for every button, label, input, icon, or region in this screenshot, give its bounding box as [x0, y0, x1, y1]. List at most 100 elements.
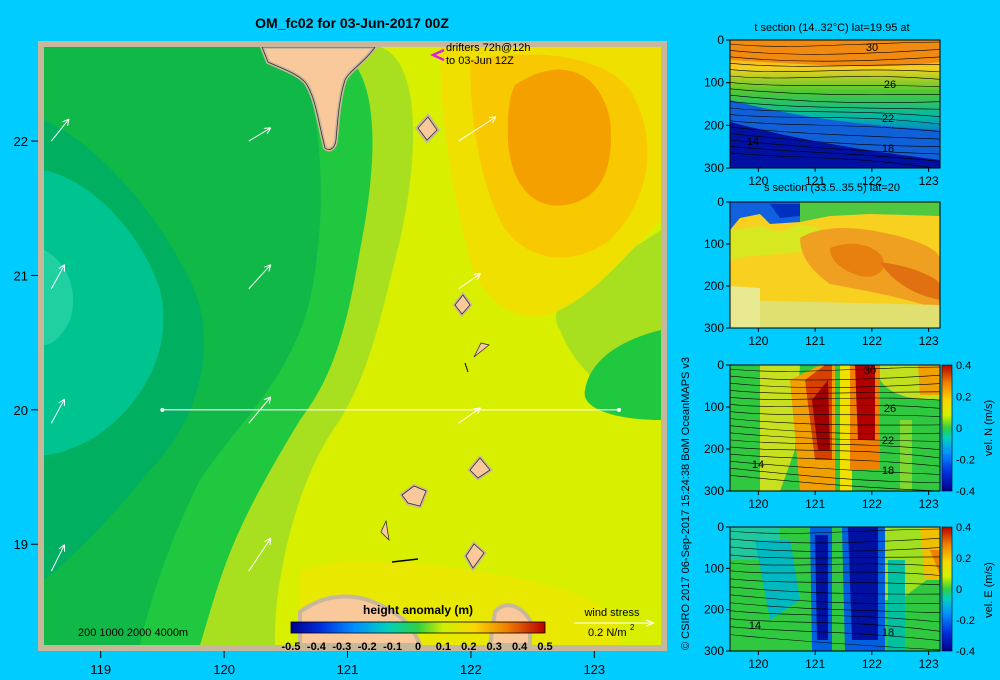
- section-y-tick-label: 0: [717, 33, 724, 47]
- drifters-label-2: to 03-Jun 12Z: [446, 55, 514, 67]
- section-x-tick-label: 122: [862, 174, 882, 188]
- section-y-tick-label: 0: [717, 195, 724, 209]
- section-panel-axes: 120 121 122 123 0 100 200 300: [704, 195, 939, 348]
- velocity-colorbar-tick-label: 0: [956, 584, 962, 596]
- wind-vectors: [50, 116, 497, 572]
- colorbar-tick-label: -0.3: [332, 641, 351, 653]
- wind-vector: [248, 264, 272, 290]
- wind-vector: [248, 537, 272, 572]
- map-title: OM_fc02 for 03-Jun-2017 00Z: [255, 15, 449, 31]
- map-y-tick-label: 22: [14, 134, 28, 149]
- section-x-tick-label: 121: [805, 174, 825, 188]
- drifter-marker: [429, 48, 445, 62]
- colorbar-title: height anomaly (m): [363, 603, 473, 617]
- map-x-tick-label: 121: [337, 662, 359, 677]
- vel-e-colorbar: [941, 526, 953, 652]
- vel-n-colorbar: [941, 364, 953, 492]
- contour-label: 18: [882, 143, 894, 155]
- islands: [380, 112, 493, 572]
- wind-vector: [50, 118, 70, 142]
- contour-label: 18: [882, 627, 894, 639]
- section-y-tick-label: 100: [704, 400, 724, 414]
- map-y-tick-label: 21: [14, 268, 28, 283]
- drifters-label-1: drifters 72h@12h: [446, 42, 531, 54]
- s-section-title: s section (33.5..35.5) lat=20: [764, 182, 900, 194]
- section-y-tick-label: 100: [704, 237, 724, 251]
- map-x-tick-label: 119: [90, 662, 111, 677]
- section-panel-axes: 120 121 122 123 0 100 200 300: [704, 358, 939, 511]
- velocity-colorbar-tick-label: -0.4: [956, 486, 975, 498]
- wind-vector: [458, 272, 482, 290]
- vel-e-field: 14 18: [730, 527, 940, 651]
- depth-contours-legend: 200 1000 2000 4000m: [78, 627, 188, 639]
- height-colorbar: [290, 621, 546, 634]
- colorbar-tick-label: 0.2: [461, 641, 476, 653]
- contour-label: 30: [866, 42, 878, 54]
- colorbar-tick-label: 0.4: [512, 641, 528, 653]
- vel-n-field: 30 26 22 18 14: [730, 365, 940, 491]
- contour-label: 14: [747, 136, 759, 148]
- wind-vector: [458, 116, 497, 142]
- credit-line: © CSIRO 2017 06-Sep-2017 15:24:38 BoM Oc…: [680, 356, 692, 650]
- velocity-colorbar-tick-label: 0.2: [956, 553, 971, 565]
- section-x-tick-label: 120: [748, 497, 768, 511]
- map-x-tick-label: 120: [213, 662, 235, 677]
- section-y-tick-label: 0: [717, 520, 724, 534]
- colorbar-tick-label: -0.1: [383, 641, 402, 653]
- colorbar-tick-label: -0.2: [358, 641, 377, 653]
- section-x-tick-label: 122: [862, 334, 882, 348]
- section-y-tick-label: 300: [704, 321, 724, 335]
- colorbar-tick-label: 0.3: [487, 641, 502, 653]
- section-x-tick-label: 123: [919, 657, 939, 671]
- section-x-tick-label: 123: [919, 174, 939, 188]
- velocity-colorbar-tick-label: 0.2: [956, 392, 971, 404]
- colorbar-tick-label: -0.4: [307, 641, 327, 653]
- velocity-colorbar-tick-label: -0.4: [956, 646, 975, 658]
- velocity-colorbar-tick-label: 0.4: [956, 522, 971, 534]
- section-x-tick-label: 122: [862, 497, 882, 511]
- wind-vector: [50, 544, 66, 572]
- velocity-colorbar-tick-label: -0.2: [956, 615, 975, 627]
- velocity-colorbar-ticks: 0.4 0.2 0 -0.2 -0.4: [956, 360, 975, 498]
- colorbar-tick-label: 0: [415, 641, 421, 653]
- velocity-colorbar-tick-label: 0: [956, 423, 962, 435]
- section-y-tick-label: 100: [704, 561, 724, 575]
- section-x-tick-label: 121: [805, 334, 825, 348]
- map-x-axis: 119 120 121 122 123: [90, 651, 605, 677]
- contour-label: 22: [882, 435, 894, 447]
- contour-label: 14: [752, 459, 764, 471]
- section-panel-axes: 120 121 122 123 0 100 200 300: [704, 520, 939, 671]
- section-x-tick-label: 123: [919, 497, 939, 511]
- wind-stress-exponent: 2: [630, 623, 635, 632]
- map-x-tick-label: 123: [583, 662, 605, 677]
- section-y-tick-label: 200: [704, 279, 724, 293]
- section-start-dot: [160, 407, 165, 412]
- section-x-tick-label: 120: [748, 174, 768, 188]
- wind-stress-scale: 0.2 N/m: [588, 627, 627, 639]
- s-section-field: [730, 202, 940, 328]
- wind-vector: [248, 396, 272, 424]
- contour-label: 18: [882, 465, 894, 477]
- colorbar-tick-label: -0.5: [282, 641, 301, 653]
- section-line: [160, 407, 621, 412]
- map-y-axis: 22 21 20 19: [14, 134, 38, 552]
- velocity-colorbar-tick-label: 0.4: [956, 360, 971, 372]
- section-end-dot: [616, 407, 621, 412]
- contour-label: 26: [884, 79, 896, 91]
- t-section-field: 30 26 22 18 14: [730, 40, 940, 168]
- section-y-tick-label: 100: [704, 76, 724, 90]
- vel-n-label: vel. N (m/s): [983, 400, 995, 456]
- wind-vector: [248, 127, 272, 142]
- contour-label: 26: [884, 403, 896, 415]
- map-y-tick-label: 20: [14, 403, 28, 418]
- contour-label: 22: [882, 113, 894, 125]
- section-x-tick-label: 121: [805, 657, 825, 671]
- section-y-tick-label: 300: [704, 484, 724, 498]
- map-y-tick-label: 19: [14, 537, 28, 552]
- section-y-tick-label: 200: [704, 442, 724, 456]
- t-section-title: t section (14..32°C) lat=19.95 at: [754, 22, 909, 34]
- section-y-tick-label: 200: [704, 118, 724, 132]
- vel-e-label: vel. E (m/s): [983, 562, 995, 618]
- wind-vector: [458, 407, 482, 424]
